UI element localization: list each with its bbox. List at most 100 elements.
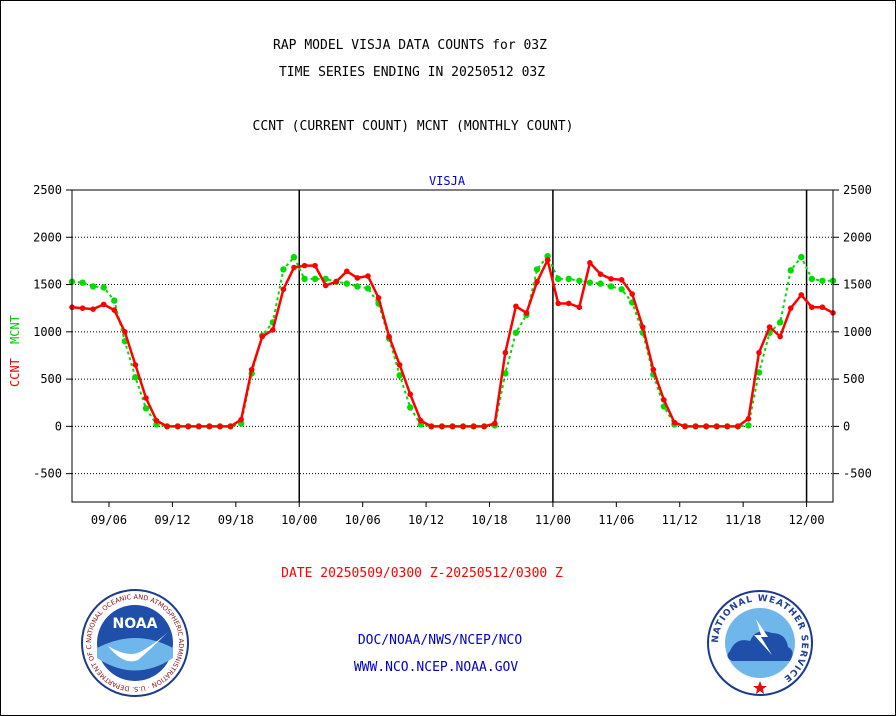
ccnt-point <box>798 292 805 298</box>
ccnt-point <box>185 423 192 430</box>
ccnt-point <box>270 327 276 333</box>
noaa-logo-icon: NOAA NATIONAL OCEANIC AND ATMOSPHERIC AD… <box>80 588 189 697</box>
xtick-label: 10/00 <box>281 513 317 527</box>
mcnt-point <box>280 266 287 273</box>
noaa-center-text: NOAA <box>113 616 158 632</box>
ccnt-point <box>809 304 815 311</box>
ccnt-point <box>692 423 699 430</box>
mcnt-point <box>745 422 752 429</box>
org-label: DOC/NOAA/NWS/NCEP/NCO <box>357 633 523 648</box>
mcnt-point <box>301 275 308 283</box>
mcnt-point <box>111 297 118 304</box>
ccnt-point <box>597 271 604 277</box>
ytick-label-right: 2500 <box>843 183 872 197</box>
chart-title-line1: RAP MODEL VISJA DATA COUNTS for 03Z <box>273 38 547 53</box>
ccnt-point <box>534 278 540 285</box>
ccnt-point <box>787 305 794 311</box>
ccnt-point <box>153 417 160 424</box>
ccnt-point <box>523 310 530 316</box>
mcnt-line <box>71 254 833 428</box>
xtick-label: 12/00 <box>789 513 825 527</box>
panel-label: VISJA <box>429 174 466 188</box>
mcnt-point <box>576 277 583 284</box>
ccnt-point <box>713 423 720 430</box>
nws-logo-icon: NATIONAL WEATHER SERVICE <box>707 590 813 696</box>
ccnt-point <box>322 282 329 289</box>
ccnt-point <box>629 291 635 297</box>
chart-subtitle: CCNT (CURRENT COUNT) MCNT (MONTHLY COUNT… <box>252 119 574 134</box>
ccnt-point <box>111 307 118 313</box>
ccnt-point <box>100 301 107 308</box>
ccnt-point <box>90 306 96 312</box>
mcnt-point <box>502 370 509 377</box>
ccnt-point <box>196 423 202 430</box>
ylabel-ccnt: CCNT <box>8 358 22 387</box>
ccnt-point <box>587 260 593 266</box>
ccnt-point <box>407 391 414 398</box>
xtick-label: 10/18 <box>471 513 507 527</box>
ccnt-point <box>682 423 688 430</box>
ccnt-point <box>756 349 762 356</box>
xtick-label: 10/06 <box>345 513 381 527</box>
ccnt-point <box>671 419 678 426</box>
ccnt-point <box>460 423 466 430</box>
mcnt-point <box>776 319 784 326</box>
mcnt-point <box>100 284 107 291</box>
mcnt-point <box>311 275 319 283</box>
mcnt-point <box>364 285 372 292</box>
ccnt-point <box>365 273 371 279</box>
url-label: WWW.NCO.NCEP.NOAA.GOV <box>353 660 519 675</box>
mcnt-point <box>565 275 572 283</box>
ccnt-point <box>354 275 361 281</box>
mcnt-point <box>132 374 139 381</box>
ccnt-point <box>291 264 297 271</box>
date-range-label: DATE 20250509/0300 Z-20250512/0300 Z <box>281 566 563 581</box>
ccnt-point <box>777 333 783 340</box>
mcnt-point <box>396 372 403 379</box>
ccnt-point <box>745 416 752 422</box>
ytick-label-left: 2000 <box>33 230 62 244</box>
xtick-label: 09/12 <box>154 513 190 527</box>
mcnt-point <box>512 329 520 336</box>
ccnt-point <box>555 300 561 307</box>
xtick-label: 09/18 <box>218 513 254 527</box>
mcnt-point <box>586 279 594 286</box>
mcnt-point <box>407 404 414 411</box>
ccnt-point <box>491 420 498 427</box>
ccnt-series <box>69 256 836 430</box>
xtick-label: 11/18 <box>725 513 761 527</box>
ccnt-point <box>724 423 731 430</box>
ccnt-point <box>703 423 709 430</box>
mcnt-point <box>554 275 562 283</box>
ccnt-point <box>174 423 181 430</box>
ccnt-point <box>470 423 477 430</box>
ytick-label-right: 1000 <box>843 325 872 339</box>
ccnt-point <box>608 276 614 282</box>
mcnt-point <box>755 369 763 376</box>
ytick-label-left: 1500 <box>33 278 62 292</box>
ytick-label-right: 1500 <box>843 278 872 292</box>
ytick-label-left: 0 <box>55 419 62 433</box>
ccnt-point <box>344 268 350 275</box>
ccnt-point <box>417 417 424 424</box>
ccnt-point <box>248 366 255 373</box>
ytick-label-left: 2500 <box>33 183 62 197</box>
ccnt-point <box>766 324 773 330</box>
mcnt-point <box>808 275 816 283</box>
ccnt-point <box>375 294 382 301</box>
ylabel-mcnt: MCNT <box>8 315 22 344</box>
mcnt-point <box>89 283 97 290</box>
ccnt-point <box>164 423 170 430</box>
plot-border <box>71 189 834 503</box>
mcnt-point <box>787 267 794 274</box>
ccnt-point <box>132 362 139 368</box>
mcnt-point <box>798 253 805 261</box>
mcnt-point <box>618 286 625 293</box>
xtick-label: 11/12 <box>662 513 698 527</box>
axis-layer: 2500 2500 2000 2000 1500 1500 1000 1000 500 500 0 0… <box>33 183 872 527</box>
ytick-label-left: 1000 <box>33 325 62 339</box>
ccnt-point <box>502 349 509 356</box>
ccnt-point <box>439 423 445 430</box>
ccnt-point <box>312 262 318 269</box>
